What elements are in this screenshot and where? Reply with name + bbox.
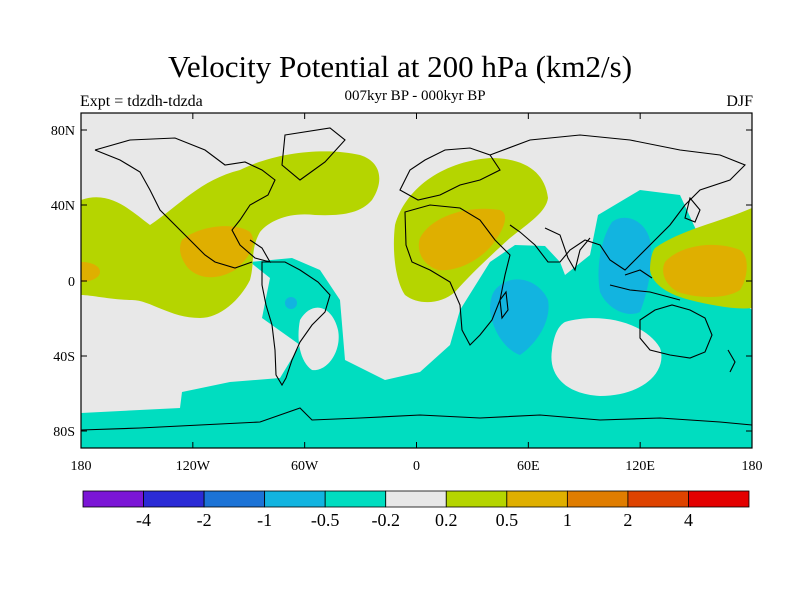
coastline-south-america <box>261 261 331 387</box>
colorbar-swatch <box>688 490 750 508</box>
season-label: DJF <box>726 93 753 110</box>
coastline-africa <box>404 204 511 346</box>
lon-tick-label: 60E <box>517 459 540 474</box>
map-title: Velocity Potential at 200 hPa (km2/s) <box>167 49 633 84</box>
coastline-asia <box>489 134 746 271</box>
coastline-australia <box>639 304 713 359</box>
latitude-ticks: 80N 40N 0 40S 80S <box>51 124 752 440</box>
coastline-japan <box>684 196 701 223</box>
colorbar-swatch <box>445 490 508 508</box>
colorbar-label: 4 <box>684 510 693 530</box>
maritime-continent-strong-negative <box>598 217 652 314</box>
coastline-madagascar <box>499 290 509 320</box>
colorbar-swatch <box>143 490 205 508</box>
dateline-strong-positive-west <box>81 262 100 282</box>
colorbar-swatch <box>324 490 387 508</box>
longitude-ticks: 180 120W 60W 0 60E 120E 180 <box>71 113 763 474</box>
coastlines <box>81 127 752 431</box>
lat-tick-label: 40N <box>51 199 75 214</box>
colorbar-label: -2 <box>197 510 212 530</box>
colorbar-swatch <box>506 490 568 508</box>
colorbar-label: -4 <box>136 510 151 530</box>
south-america-neutral-pocket <box>298 307 339 371</box>
coastline-antarctica <box>81 407 752 431</box>
colorbar-label: 2 <box>623 510 632 530</box>
colorbar-label: 0.2 <box>435 510 458 530</box>
lon-tick-label: 120W <box>176 459 211 474</box>
colorbar-swatch <box>627 490 689 508</box>
colorbar-swatch <box>385 490 447 508</box>
colorbar-label: 0.5 <box>496 510 519 530</box>
coastline-new-zealand <box>727 349 736 373</box>
contour-field <box>81 113 752 448</box>
coastline-india <box>544 227 591 272</box>
lat-tick-label: 80S <box>53 425 75 440</box>
colorbar-label: -0.2 <box>371 510 400 530</box>
lon-tick-label: 120E <box>625 459 655 474</box>
coastline-greenland <box>281 127 346 181</box>
lat-tick-label: 80N <box>51 124 75 139</box>
experiment-label: Expt = tdzdh-tdzda <box>80 93 203 110</box>
colorbar-label: 1 <box>563 510 572 530</box>
colorbar-swatch <box>566 490 629 508</box>
indian-ocean-neutral-pocket <box>551 318 662 396</box>
lon-tick-label: 0 <box>413 459 420 474</box>
coastline-north-america-west <box>94 149 253 269</box>
colorbar-swatch <box>203 490 266 508</box>
map-subtitle: 007kyr BP - 000kyr BP <box>344 88 486 104</box>
western-pacific-strong-positive <box>663 244 747 297</box>
coastline-north-america <box>94 137 276 263</box>
africa-strong-negative <box>490 279 549 355</box>
colorbar: -4 -2 -1 -0.5 -0.2 0.2 0.5 1 2 4 <box>82 490 750 530</box>
amazon-strong-negative <box>285 297 297 309</box>
lon-tick-label: 180 <box>742 459 763 474</box>
colorbar-label: -0.5 <box>311 510 340 530</box>
lat-tick-label: 40S <box>53 350 75 365</box>
colorbar-swatch <box>264 490 326 508</box>
lon-tick-label: 60W <box>291 459 319 474</box>
coastline-indonesia <box>609 269 681 301</box>
lat-tick-label: 0 <box>68 275 75 290</box>
colorbar-label: -1 <box>257 510 272 530</box>
coastline-europe <box>399 147 501 201</box>
lon-tick-label: 180 <box>71 459 92 474</box>
colorbar-swatch <box>82 490 144 508</box>
north-america-strong-positive <box>180 226 254 278</box>
